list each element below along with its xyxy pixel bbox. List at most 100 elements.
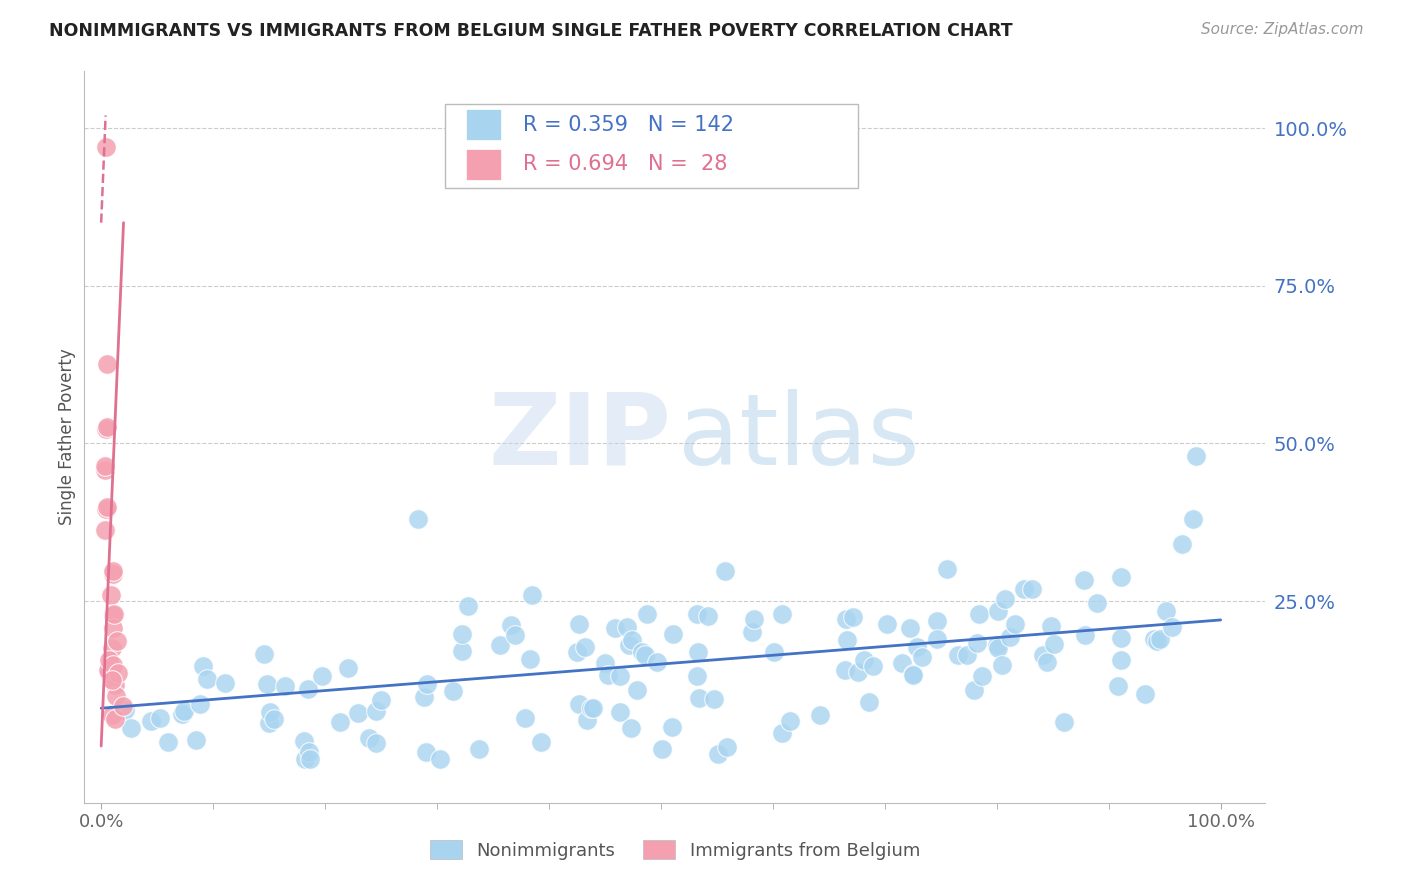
Point <box>1039 619 1062 633</box>
Point <box>686 607 709 622</box>
Point <box>105 690 128 704</box>
Point <box>103 658 125 673</box>
Point <box>1107 679 1129 693</box>
Point <box>292 734 315 748</box>
Point <box>963 683 986 698</box>
Point <box>1073 573 1095 587</box>
Y-axis label: Single Father Poverty: Single Father Poverty <box>58 349 76 525</box>
Point <box>519 651 541 665</box>
Point <box>834 663 856 677</box>
Point <box>120 721 142 735</box>
Point <box>956 648 979 662</box>
Point <box>256 676 278 690</box>
Point <box>662 627 685 641</box>
Point <box>846 665 869 680</box>
Point <box>111 699 134 714</box>
Point <box>714 565 737 579</box>
Point <box>661 720 683 734</box>
Point <box>706 747 728 761</box>
Point <box>329 715 352 730</box>
Point <box>503 627 526 641</box>
Point <box>263 712 285 726</box>
Point <box>1182 512 1205 526</box>
Point <box>565 645 588 659</box>
Point <box>104 677 127 691</box>
Point <box>862 658 884 673</box>
Point <box>530 735 553 749</box>
Point <box>770 725 793 739</box>
Point <box>101 707 124 722</box>
Point <box>651 742 673 756</box>
Point <box>101 622 124 636</box>
Point <box>1032 648 1054 662</box>
Point <box>311 668 333 682</box>
Point <box>114 703 136 717</box>
Point <box>346 706 368 720</box>
Point <box>620 721 643 735</box>
Point <box>905 640 928 654</box>
Point <box>259 705 281 719</box>
Point <box>107 665 129 680</box>
Point <box>413 690 436 704</box>
Point <box>1185 449 1208 463</box>
Point <box>188 698 211 712</box>
Point <box>987 641 1010 656</box>
Point <box>1154 604 1177 618</box>
Point <box>489 639 512 653</box>
Point <box>101 641 124 656</box>
Point <box>94 458 117 473</box>
Point <box>1171 537 1194 551</box>
Point <box>366 736 388 750</box>
Point <box>946 648 969 662</box>
Point <box>1043 637 1066 651</box>
Point <box>890 656 912 670</box>
Text: NONIMMIGRANTS VS IMMIGRANTS FROM BELGIUM SINGLE FATHER POVERTY CORRELATION CHART: NONIMMIGRANTS VS IMMIGRANTS FROM BELGIUM… <box>49 22 1012 40</box>
Point <box>1035 655 1057 669</box>
Point <box>741 625 763 640</box>
Point <box>451 626 474 640</box>
Point <box>1111 632 1133 646</box>
FancyBboxPatch shape <box>465 110 502 140</box>
Point <box>842 610 865 624</box>
Point <box>858 695 880 709</box>
Point <box>468 742 491 756</box>
Point <box>762 645 785 659</box>
Point <box>967 607 990 621</box>
Point <box>593 656 616 670</box>
Point <box>685 669 707 683</box>
Point <box>876 617 898 632</box>
Point <box>96 500 118 515</box>
Point <box>105 633 128 648</box>
Point <box>1109 570 1132 584</box>
Point <box>835 612 858 626</box>
Point <box>966 636 988 650</box>
Point <box>630 645 652 659</box>
Point <box>451 644 474 658</box>
Point <box>779 714 801 729</box>
Point <box>568 617 591 632</box>
Point <box>1133 687 1156 701</box>
Point <box>294 752 316 766</box>
Point <box>406 512 429 526</box>
Point <box>298 745 321 759</box>
Point <box>935 562 957 576</box>
Point <box>257 716 280 731</box>
Point <box>686 645 709 659</box>
Point <box>987 604 1010 618</box>
Point <box>298 752 321 766</box>
Point <box>274 678 297 692</box>
Point <box>415 745 437 759</box>
Point <box>93 523 115 537</box>
Text: R = 0.359   N = 142: R = 0.359 N = 142 <box>523 115 734 135</box>
Point <box>1109 652 1132 666</box>
Point <box>852 653 875 667</box>
Point <box>617 638 640 652</box>
Point <box>97 653 120 667</box>
Text: R = 0.694   N =  28: R = 0.694 N = 28 <box>523 154 727 174</box>
Point <box>101 673 124 687</box>
Point <box>716 739 738 754</box>
Point <box>1160 620 1182 634</box>
Point <box>1149 632 1171 646</box>
Text: Source: ZipAtlas.com: Source: ZipAtlas.com <box>1201 22 1364 37</box>
Point <box>900 621 922 635</box>
